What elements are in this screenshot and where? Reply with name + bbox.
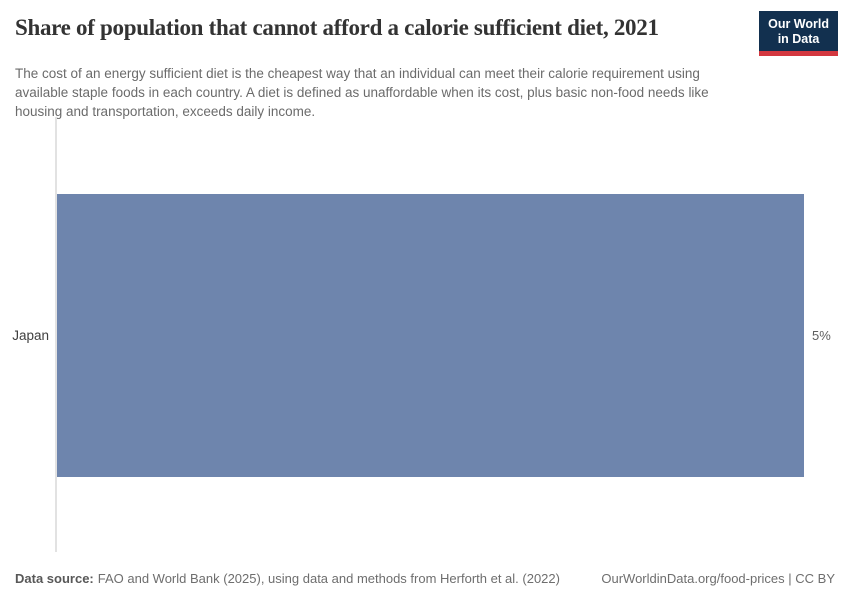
owid-logo-line1: Our World — [768, 17, 829, 31]
data-source-line: Data source: FAO and World Bank (2025), u… — [15, 571, 560, 586]
page-title: Share of population that cannot afford a… — [15, 15, 659, 40]
bar-row: 5% — [57, 194, 831, 477]
bar-japan[interactable] — [57, 194, 804, 477]
plot-area: 5% — [55, 117, 831, 552]
data-source-text: FAO and World Bank (2025), using data an… — [97, 571, 560, 586]
license-text: OurWorldinData.org/food-prices | CC BY — [601, 571, 835, 586]
owid-logo[interactable]: Our World in Data — [759, 11, 838, 56]
owid-logo-line2: in Data — [777, 32, 820, 46]
y-axis-label-japan: Japan — [12, 328, 49, 343]
bar-value-label: 5% — [812, 328, 831, 343]
chart-subtitle: The cost of an energy sufficient diet is… — [15, 65, 709, 119]
bar-chart: Japan 5% — [0, 117, 850, 552]
data-source-label: Data source: — [15, 571, 94, 586]
chart-footer: Data source: FAO and World Bank (2025), u… — [15, 571, 835, 586]
